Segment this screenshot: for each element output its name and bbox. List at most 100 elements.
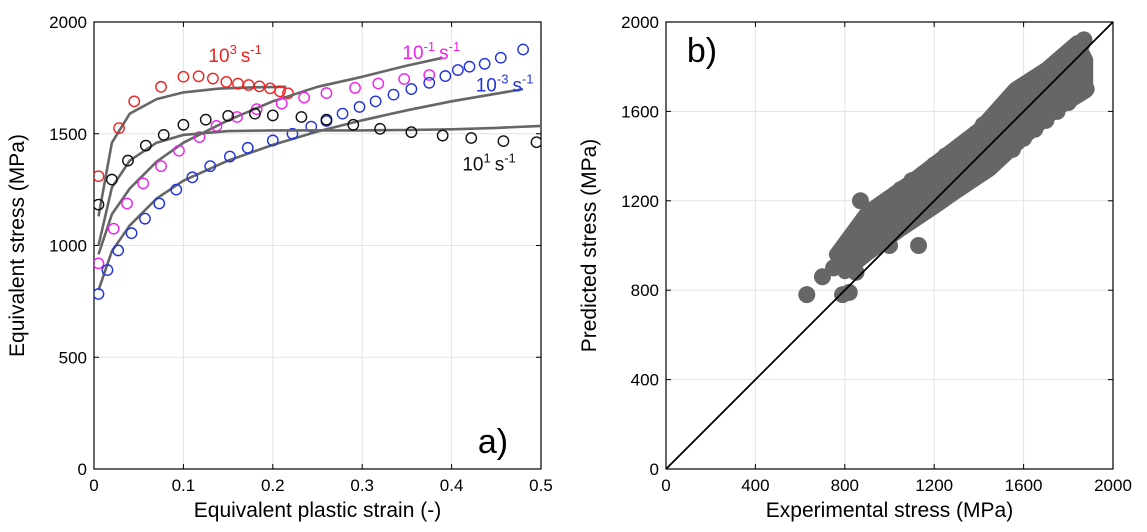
series-model-curve xyxy=(97,124,541,246)
parity-data-point xyxy=(881,192,898,210)
series-model-curve xyxy=(97,87,524,291)
series-data-point xyxy=(204,160,217,173)
parity-data-point xyxy=(1048,62,1066,80)
series-label-base: 10 xyxy=(476,75,497,96)
series-data-point xyxy=(155,160,167,173)
series-label-base: 10 xyxy=(208,46,229,67)
series-data-point xyxy=(439,70,452,82)
series-data-point xyxy=(266,109,279,122)
series-data-point xyxy=(125,227,138,240)
series-data-point xyxy=(207,72,219,85)
series-label: 103 s-1 xyxy=(208,42,261,67)
series-data-point xyxy=(320,113,333,126)
series-data-point xyxy=(170,183,183,196)
series-data-point xyxy=(139,212,151,225)
series-data-point xyxy=(478,57,491,70)
panel-b-x-axis-label: Experimental stress (MPa) xyxy=(766,499,1013,522)
series-data-point xyxy=(423,69,436,81)
series-label-base: 10 xyxy=(462,155,483,176)
series-data-point xyxy=(249,107,261,120)
series-label-unit: s xyxy=(512,75,522,96)
series-data-point xyxy=(463,60,476,73)
panel-b-x-tick-label: 1600 xyxy=(1005,476,1043,495)
series-label-unit: s xyxy=(439,43,449,64)
panel-b-y-axis-label: Predicted stress (MPa) xyxy=(578,139,601,353)
series-data-point xyxy=(192,70,205,83)
series-data-point xyxy=(94,170,105,183)
series-data-point xyxy=(295,111,308,123)
parity-data-point xyxy=(849,243,867,261)
series-data-point xyxy=(113,122,125,135)
identity-line xyxy=(666,22,1113,469)
series-model-curve xyxy=(97,56,443,255)
series-label-unit-exponent: -1 xyxy=(522,71,534,86)
series-data-point xyxy=(153,197,166,210)
series-label-exponent: -3 xyxy=(497,71,509,86)
series-data-point xyxy=(336,107,349,120)
panel-a-x-axis-label: Equivalent plastic strain (-) xyxy=(194,499,441,522)
panel-b-y-tick-label: 800 xyxy=(631,281,659,300)
parity-data-point xyxy=(863,232,881,250)
series-label-unit: s xyxy=(241,46,251,67)
series-data-point xyxy=(155,80,167,93)
panel-b-x-tick-label: 800 xyxy=(831,476,859,495)
panel-a-x-tick-label: 0 xyxy=(89,476,98,495)
series-data-point xyxy=(347,118,360,131)
series-data-point xyxy=(274,85,286,98)
panel-a-label: a) xyxy=(478,423,508,461)
series-data-point xyxy=(423,76,436,89)
series-data-point xyxy=(121,197,133,210)
series-data-point xyxy=(241,141,254,154)
series-label: 10-3 s-1 xyxy=(476,71,534,96)
series-data-point xyxy=(177,118,190,131)
parity-data-point xyxy=(851,192,869,210)
panel-a-y-tick-label: 1000 xyxy=(49,237,87,256)
panel-a-x-tick-label: 0.3 xyxy=(350,476,374,495)
series-data-point xyxy=(387,88,400,101)
series-data-point xyxy=(305,120,318,133)
series-data-point xyxy=(94,257,105,270)
series-label-base: 10 xyxy=(402,43,423,64)
series-label-unit-exponent: -1 xyxy=(449,39,461,54)
series-data-point xyxy=(349,82,361,94)
panel-b-plot-frame xyxy=(665,21,1114,470)
series-label-unit: s xyxy=(495,155,505,176)
series-data-point xyxy=(173,144,185,157)
parity-data-point xyxy=(1003,140,1021,158)
panel-a-x-tick-label: 0.1 xyxy=(172,476,196,495)
series-data-point xyxy=(220,75,233,88)
parity-data-point xyxy=(948,181,966,199)
parity-data-point xyxy=(1070,85,1088,103)
series-data-point xyxy=(177,70,190,83)
parity-data-point xyxy=(981,158,999,176)
series-data-point xyxy=(282,87,294,100)
parity-data-point xyxy=(847,263,865,281)
panel-b-x-tick-label: 2000 xyxy=(1094,476,1132,495)
series-data-point xyxy=(374,122,386,135)
series-label: 101 s-1 xyxy=(462,151,515,176)
panel-a-y-tick-label: 0 xyxy=(78,460,87,479)
series-data-point xyxy=(101,264,114,276)
panel-a-x-tick-label: 0.2 xyxy=(261,476,285,495)
series-data-point xyxy=(369,95,382,108)
panel-b-y-tick-label: 2000 xyxy=(621,13,659,32)
panel-b-label: b) xyxy=(687,32,717,70)
series-data-point xyxy=(465,132,478,144)
series-data-point xyxy=(275,97,288,110)
parity-data-point xyxy=(840,283,858,301)
panel-a-y-tick-label: 1500 xyxy=(49,125,87,144)
series-data-point xyxy=(517,43,530,56)
series-model-curve xyxy=(97,85,287,217)
panel-b-y-tick-label: 1200 xyxy=(621,192,659,211)
series-data-point xyxy=(372,77,385,90)
series-data-point xyxy=(398,73,411,85)
series-data-point xyxy=(286,127,299,140)
panel-a-y-axis-label: Equivalent stress (MPa) xyxy=(6,134,29,357)
series-label: 10-1 s-1 xyxy=(402,39,460,64)
series-data-point xyxy=(128,95,141,108)
series-data-point xyxy=(231,111,243,123)
series-data-point xyxy=(199,113,212,126)
series-data-point xyxy=(222,109,235,122)
series-label-exponent: 3 xyxy=(230,42,237,57)
